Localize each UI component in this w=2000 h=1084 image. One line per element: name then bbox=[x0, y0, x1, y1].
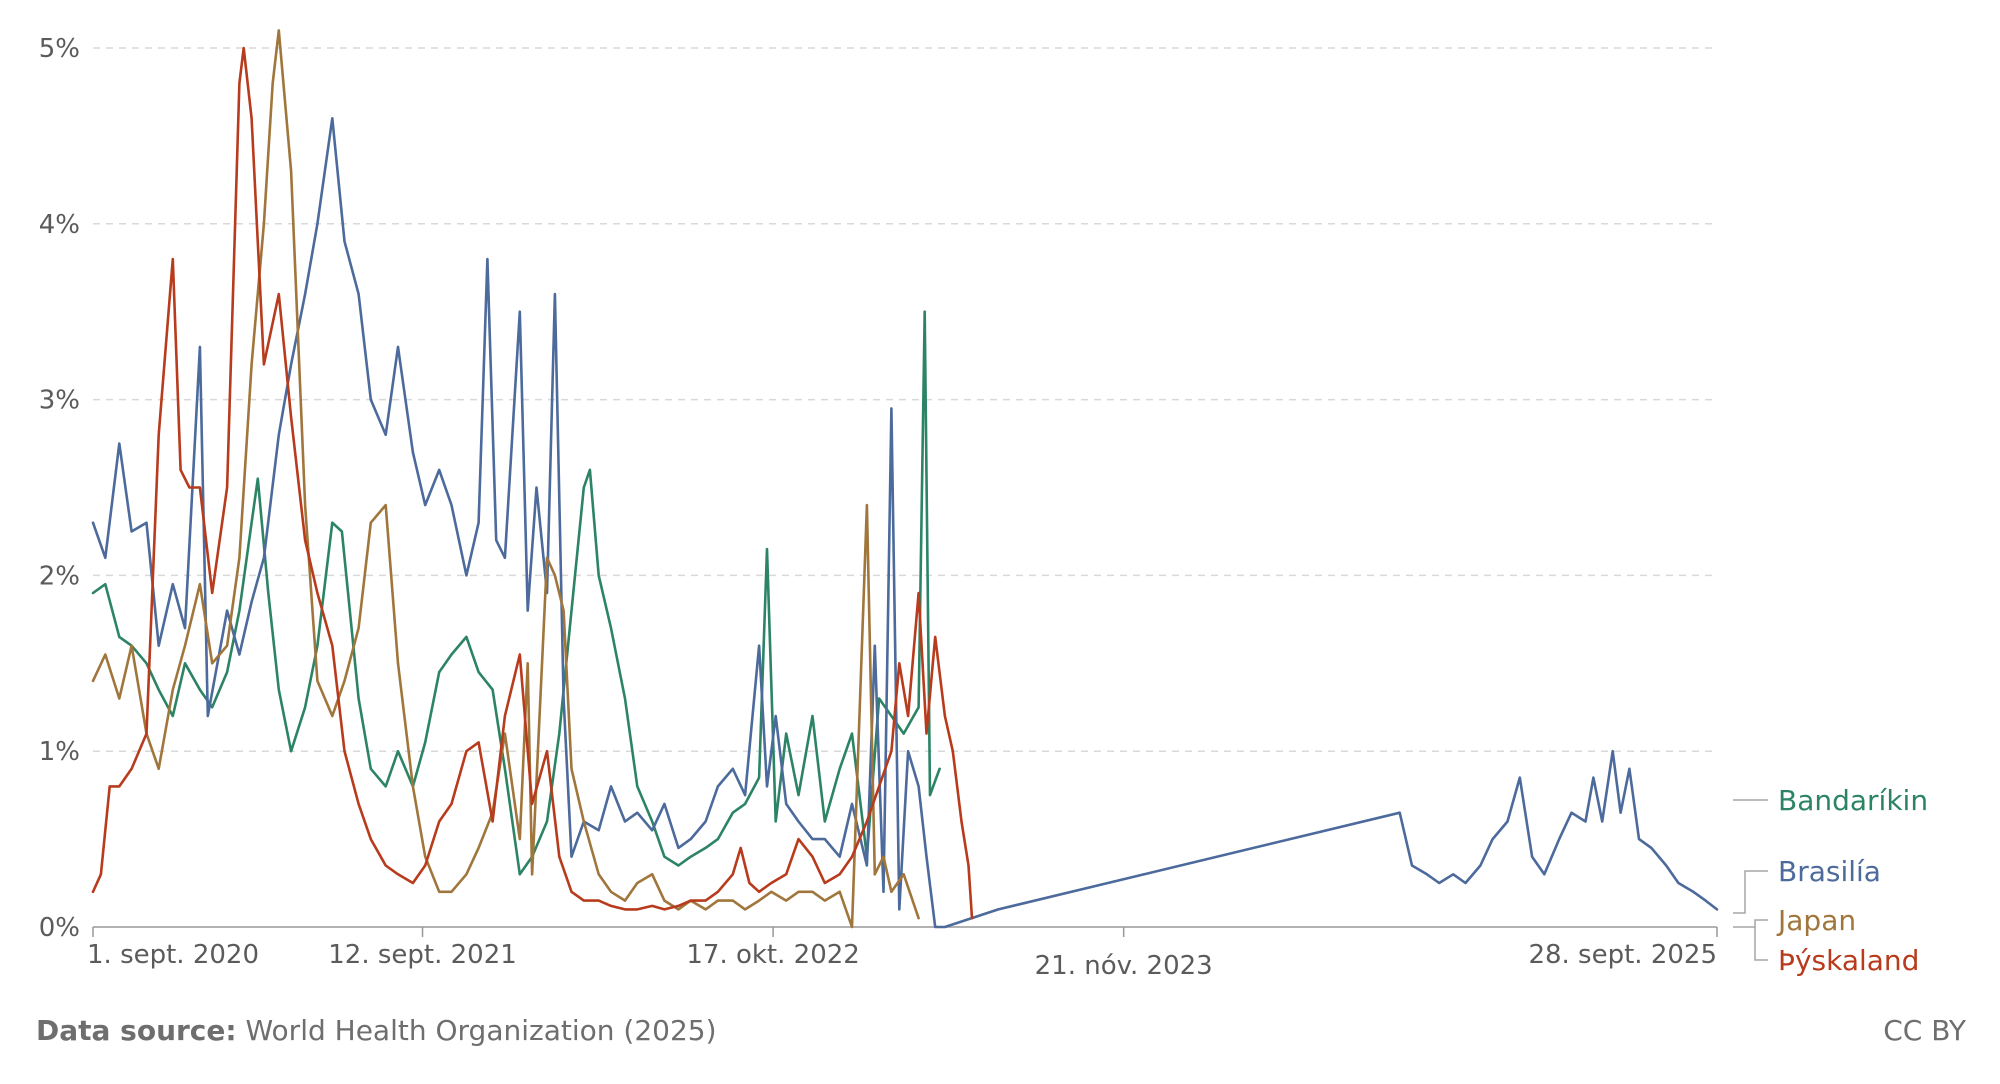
y-tick-label: 2% bbox=[39, 561, 80, 591]
legend-label[interactable]: Þýskaland bbox=[1778, 944, 1919, 977]
x-tick-label: 12. sept. 2021 bbox=[328, 940, 517, 970]
legend[interactable]: Bandaríkin Brasilía Japan Þýskaland bbox=[1733, 784, 1928, 977]
legend-connector bbox=[1754, 927, 1768, 961]
series-line-bandarikin bbox=[91, 310, 941, 876]
gridlines bbox=[93, 47, 1717, 752]
legend-label[interactable]: Bandaríkin bbox=[1778, 784, 1928, 817]
x-tick-label: 1. sept. 2020 bbox=[87, 940, 259, 970]
x-tick-label: 21. nóv. 2023 bbox=[1035, 951, 1213, 981]
data-source-label: Data source: bbox=[36, 1014, 237, 1047]
y-axis: 0% 1% 2% 3% 4% 5% bbox=[39, 34, 80, 943]
x-tick-label: 28. sept. 2025 bbox=[1528, 940, 1717, 970]
y-tick-label: 3% bbox=[39, 386, 80, 416]
series-lines bbox=[91, 29, 1719, 929]
x-tick-label: 17. okt. 2022 bbox=[686, 940, 859, 970]
legend-label[interactable]: Japan bbox=[1776, 904, 1856, 937]
x-axis: 1. sept. 2020 12. sept. 2021 17. okt. 2022… bbox=[87, 926, 1718, 981]
y-tick-label: 1% bbox=[39, 737, 80, 767]
data-source-text: World Health Organization (2025) bbox=[245, 1014, 717, 1047]
chart: 0% 1% 2% 3% 4% 5% 1. sept. 2020 12. sept. 2021… bbox=[39, 29, 1928, 981]
legend-label[interactable]: Brasilía bbox=[1778, 855, 1881, 888]
data-source: Data source: World Health Organization (… bbox=[36, 1014, 717, 1047]
y-tick-label: 0% bbox=[39, 913, 80, 943]
series-line-brasilia bbox=[91, 117, 1719, 929]
license[interactable]: CC BY bbox=[1883, 1014, 1966, 1047]
y-tick-label: 5% bbox=[39, 34, 80, 64]
legend-connector bbox=[1733, 870, 1768, 914]
legend-connector bbox=[1733, 919, 1768, 928]
series-line-yskaland bbox=[91, 46, 974, 920]
series-line-japan bbox=[91, 29, 920, 929]
y-tick-label: 4% bbox=[39, 210, 80, 240]
